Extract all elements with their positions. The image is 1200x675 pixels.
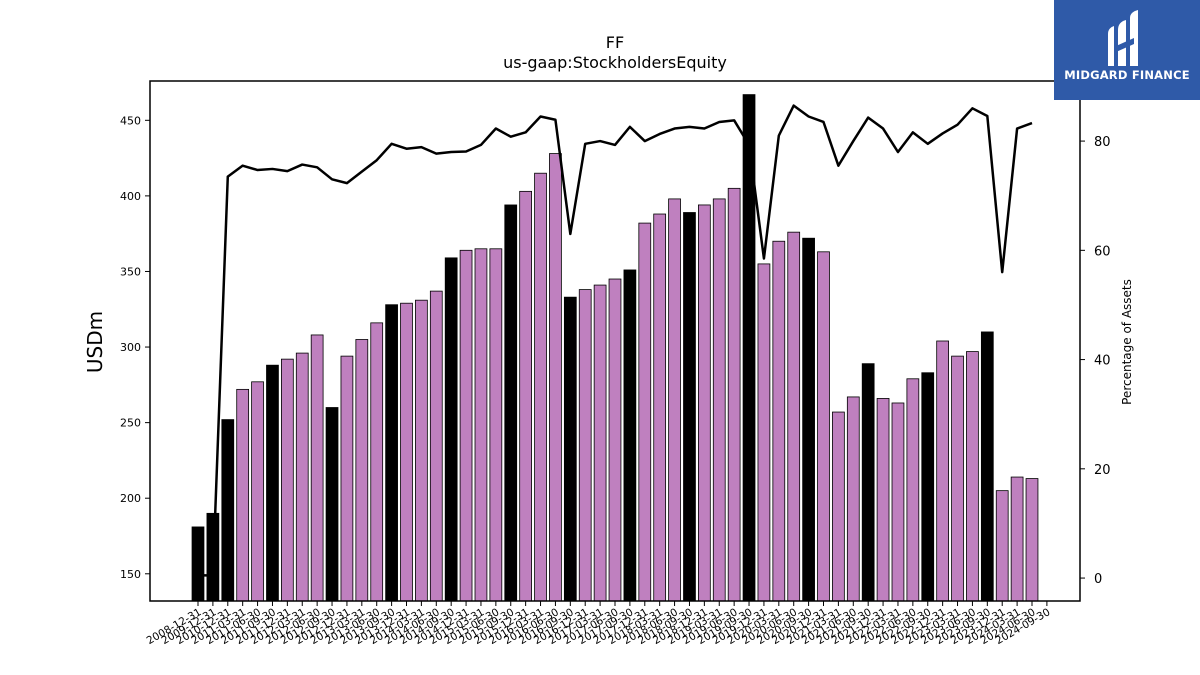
bar bbox=[623, 269, 637, 602]
y2-tick-label: 0 bbox=[1094, 572, 1102, 587]
bar bbox=[817, 251, 830, 602]
y-tick-label: 150 bbox=[120, 568, 141, 581]
bars-group bbox=[191, 94, 1039, 602]
x-ticks: 2008-12-312009-12-312010-12-312011-03-31… bbox=[145, 601, 1052, 647]
bar bbox=[578, 289, 592, 602]
bar bbox=[832, 411, 845, 602]
bar bbox=[1010, 476, 1024, 602]
y2-tick-label: 40 bbox=[1094, 354, 1111, 369]
y-tick-label: 450 bbox=[120, 114, 141, 127]
bar bbox=[653, 213, 667, 602]
chart-title: FF bbox=[606, 33, 624, 52]
bar bbox=[876, 398, 890, 602]
y-tick-label: 400 bbox=[120, 190, 141, 203]
bar bbox=[415, 299, 428, 602]
bar bbox=[221, 419, 235, 602]
bar bbox=[280, 358, 294, 602]
bar bbox=[355, 339, 369, 602]
bar bbox=[668, 198, 681, 602]
brand-logo: MIDGARD FINANCE bbox=[1054, 0, 1200, 100]
bar bbox=[370, 322, 384, 602]
series-line bbox=[198, 104, 1033, 577]
bar bbox=[966, 351, 979, 602]
bar bbox=[310, 334, 324, 602]
y2-tick-label: 20 bbox=[1094, 463, 1111, 478]
bar bbox=[727, 187, 741, 602]
bar bbox=[980, 331, 994, 602]
bar bbox=[325, 407, 339, 602]
bar bbox=[712, 198, 726, 602]
bar bbox=[846, 396, 860, 602]
y2-axis-label: Percentage of Assets bbox=[1120, 279, 1134, 405]
bar bbox=[995, 490, 1009, 602]
bar bbox=[459, 249, 473, 602]
bar bbox=[295, 352, 309, 602]
y-tick-label: 200 bbox=[120, 492, 141, 505]
bar bbox=[638, 222, 652, 602]
midgard-logo-icon bbox=[1108, 10, 1138, 66]
bar bbox=[385, 304, 398, 602]
y2-tick-label: 80 bbox=[1094, 135, 1111, 150]
bar bbox=[504, 204, 518, 602]
bar bbox=[906, 378, 920, 602]
bar bbox=[444, 257, 458, 602]
bar bbox=[489, 248, 503, 602]
bar bbox=[549, 153, 562, 602]
bar bbox=[698, 204, 711, 602]
bar bbox=[787, 231, 801, 602]
bar bbox=[861, 363, 875, 602]
y-axis-label: USDm bbox=[83, 311, 107, 373]
bar bbox=[429, 290, 443, 602]
bar bbox=[474, 248, 488, 602]
bar bbox=[951, 355, 964, 602]
bar bbox=[921, 372, 935, 602]
bar bbox=[802, 237, 815, 602]
bar bbox=[266, 364, 279, 602]
bar bbox=[683, 212, 696, 602]
line-layer bbox=[198, 104, 1033, 577]
bar bbox=[593, 284, 607, 602]
bar bbox=[534, 172, 547, 602]
bar bbox=[400, 302, 413, 602]
logo-text: MIDGARD FINANCE bbox=[1064, 68, 1190, 82]
bar bbox=[251, 381, 264, 602]
y-tick-label: 250 bbox=[120, 417, 141, 430]
y-tick-label: 300 bbox=[120, 341, 141, 354]
y-tick-label: 350 bbox=[120, 265, 141, 278]
bar bbox=[1025, 478, 1039, 602]
bar bbox=[519, 190, 533, 602]
y-left-ticks: 150 200 250 300 350 400 450 bbox=[120, 114, 150, 581]
bar bbox=[340, 355, 354, 602]
bar bbox=[608, 278, 622, 602]
bar bbox=[772, 240, 786, 602]
bar bbox=[563, 296, 577, 602]
y-right-ticks: 0 20 40 60 80 bbox=[1080, 135, 1111, 587]
bar bbox=[236, 388, 250, 602]
bar bbox=[936, 340, 950, 602]
chart-subtitle: us-gaap:StockholdersEquity bbox=[503, 53, 727, 72]
bar bbox=[191, 526, 205, 602]
bar bbox=[757, 263, 771, 602]
bar bbox=[891, 402, 905, 602]
y2-tick-label: 60 bbox=[1094, 244, 1111, 259]
